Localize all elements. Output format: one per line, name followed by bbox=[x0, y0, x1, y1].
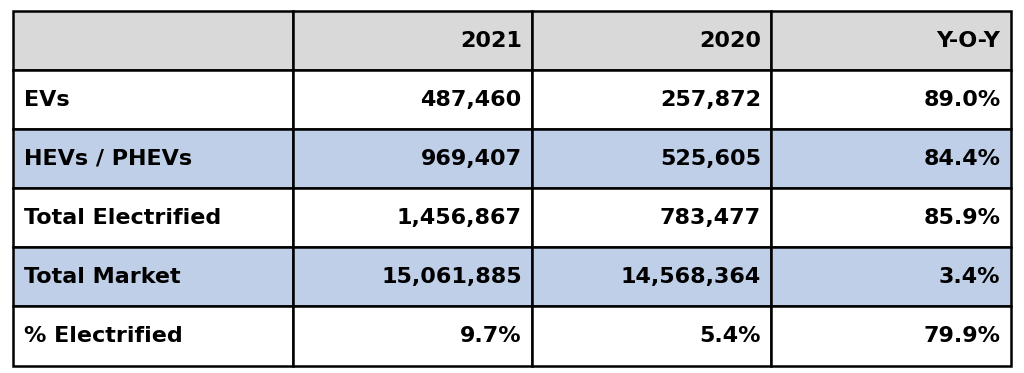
Text: 2020: 2020 bbox=[699, 31, 761, 51]
Bar bbox=[531, 70, 771, 129]
Text: 3.4%: 3.4% bbox=[939, 267, 1000, 287]
Text: 257,872: 257,872 bbox=[660, 90, 761, 110]
Text: 9.7%: 9.7% bbox=[460, 326, 521, 346]
Bar bbox=[771, 247, 1011, 307]
Bar bbox=[13, 129, 293, 188]
Bar bbox=[531, 11, 771, 70]
Text: 79.9%: 79.9% bbox=[924, 326, 1000, 346]
Bar bbox=[293, 11, 531, 70]
Bar bbox=[771, 307, 1011, 366]
Text: EVs: EVs bbox=[24, 90, 70, 110]
Text: 85.9%: 85.9% bbox=[924, 208, 1000, 228]
Bar bbox=[771, 70, 1011, 129]
Bar bbox=[293, 188, 531, 247]
Bar bbox=[13, 247, 293, 307]
Bar bbox=[531, 129, 771, 188]
Bar bbox=[13, 188, 293, 247]
Bar bbox=[293, 307, 531, 366]
Text: 5.4%: 5.4% bbox=[699, 326, 761, 346]
Text: Total Market: Total Market bbox=[24, 267, 180, 287]
Bar bbox=[531, 307, 771, 366]
Text: 15,061,885: 15,061,885 bbox=[381, 267, 521, 287]
Text: 525,605: 525,605 bbox=[660, 149, 761, 169]
Text: 14,568,364: 14,568,364 bbox=[621, 267, 761, 287]
Bar bbox=[293, 247, 531, 307]
Text: Total Electrified: Total Electrified bbox=[24, 208, 221, 228]
Text: 1,456,867: 1,456,867 bbox=[396, 208, 521, 228]
Text: 783,477: 783,477 bbox=[659, 208, 761, 228]
Text: 89.0%: 89.0% bbox=[924, 90, 1000, 110]
Bar bbox=[293, 129, 531, 188]
Text: 969,407: 969,407 bbox=[421, 149, 521, 169]
Text: 84.4%: 84.4% bbox=[924, 149, 1000, 169]
Text: 2021: 2021 bbox=[460, 31, 521, 51]
Bar bbox=[13, 307, 293, 366]
Text: 487,460: 487,460 bbox=[421, 90, 521, 110]
Bar bbox=[771, 11, 1011, 70]
Text: Y-O-Y: Y-O-Y bbox=[937, 31, 1000, 51]
Bar bbox=[13, 70, 293, 129]
Bar bbox=[13, 11, 293, 70]
Bar bbox=[293, 70, 531, 129]
Text: % Electrified: % Electrified bbox=[24, 326, 182, 346]
Text: HEVs / PHEVs: HEVs / PHEVs bbox=[24, 149, 191, 169]
Bar bbox=[531, 247, 771, 307]
Bar bbox=[771, 188, 1011, 247]
Bar bbox=[771, 129, 1011, 188]
Bar bbox=[531, 188, 771, 247]
